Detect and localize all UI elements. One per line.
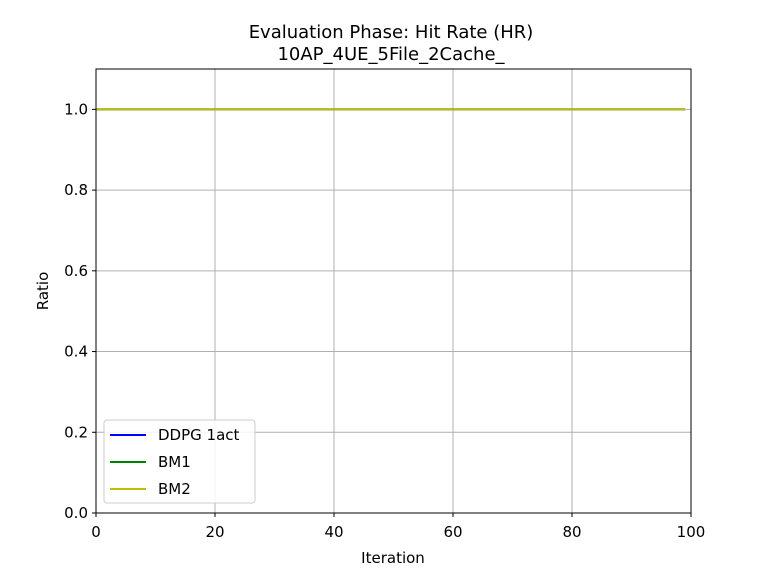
legend: DDPG 1act BM1 BM2: [103, 419, 256, 504]
y-tick-label: 0.8: [64, 181, 88, 199]
x-ticks: 0 20 40 60 80 100: [91, 513, 705, 541]
chart-subtitle: 10AP_4UE_5File_2Cache_: [277, 44, 505, 65]
y-ticks: 0.0 0.2 0.4 0.6 0.8 1.0: [64, 100, 96, 522]
legend-label-ddpg-1act: DDPG 1act: [158, 426, 240, 444]
x-tick-label: 20: [205, 523, 224, 541]
y-tick-label: 0.6: [64, 262, 88, 280]
x-tick-label: 80: [562, 523, 581, 541]
x-tick-label: 0: [91, 523, 101, 541]
x-tick-label: 40: [324, 523, 343, 541]
y-axis-label: Ratio: [34, 272, 52, 311]
x-tick-label: 100: [677, 523, 706, 541]
legend-box: [103, 419, 256, 504]
chart-title: Evaluation Phase: Hit Rate (HR): [249, 22, 534, 43]
plot-frame: [95, 68, 692, 514]
legend-label-bm1: BM1: [158, 453, 191, 471]
x-tick-label: 60: [443, 523, 462, 541]
y-tick-label: 0.0: [64, 504, 88, 522]
x-axis-label: Iteration: [361, 549, 425, 567]
y-tick-label: 1.0: [64, 100, 88, 118]
y-tick-label: 0.2: [64, 423, 88, 441]
legend-label-bm2: BM2: [158, 480, 191, 498]
y-tick-label: 0.4: [64, 343, 88, 361]
